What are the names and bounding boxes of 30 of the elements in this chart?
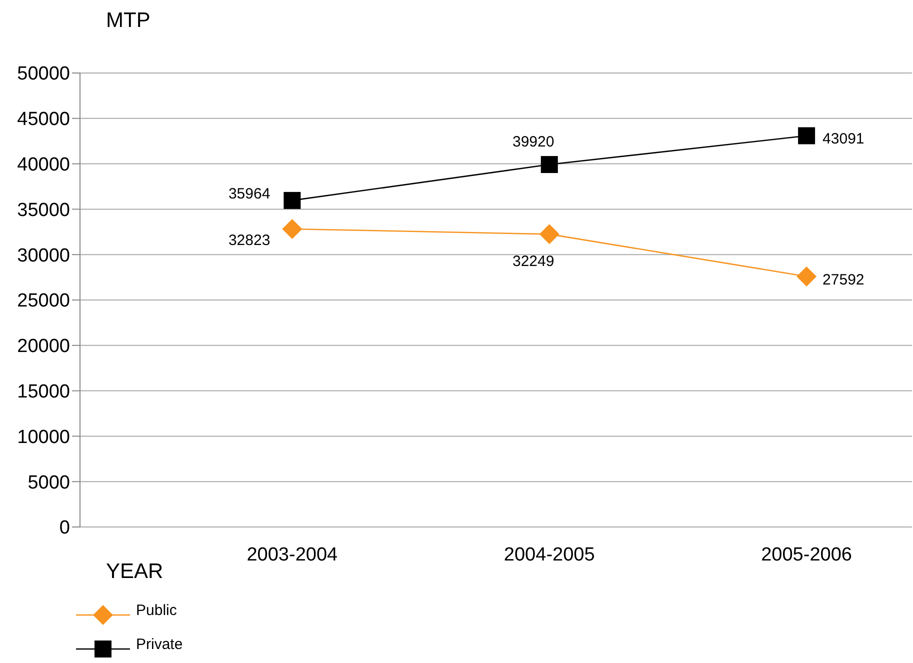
- y-tick-label: 25000: [17, 290, 70, 312]
- x-tick-label: 2005-2006: [761, 544, 852, 566]
- data-label: 32823: [228, 232, 270, 249]
- point: [540, 156, 558, 174]
- data-label: 27592: [822, 271, 864, 288]
- point: [798, 127, 816, 144]
- y-tick-label: 35000: [17, 200, 70, 221]
- data-label: 39920: [512, 134, 554, 151]
- x-axis-title: YEAR: [106, 560, 164, 584]
- y-tick-label: 45000: [17, 109, 70, 130]
- data-label: 43091: [822, 130, 864, 148]
- y-tick-label: 40000: [17, 154, 70, 176]
- y-tick-label: 30000: [17, 245, 70, 266]
- legend-label: Public: [136, 602, 177, 618]
- y-tick-label: 20000: [17, 336, 70, 358]
- y-tick-label: 10000: [17, 426, 70, 448]
- y-tick-label: 5000: [28, 472, 70, 494]
- y-tick-label: 15000: [17, 382, 70, 403]
- point: [282, 218, 302, 239]
- point: [284, 192, 301, 209]
- data-label: 35964: [228, 185, 270, 202]
- y-tick-label: 0: [59, 518, 70, 539]
- y-axis-title: MTP: [106, 9, 150, 33]
- point: [539, 224, 560, 244]
- x-tick-label: 2004-2005: [504, 544, 595, 566]
- legend-label: Private: [136, 636, 183, 652]
- data-label: 32249: [512, 253, 554, 270]
- x-tick-label: 2003-2004: [246, 544, 338, 566]
- point: [796, 266, 817, 286]
- y-tick-label: 50000: [17, 64, 70, 85]
